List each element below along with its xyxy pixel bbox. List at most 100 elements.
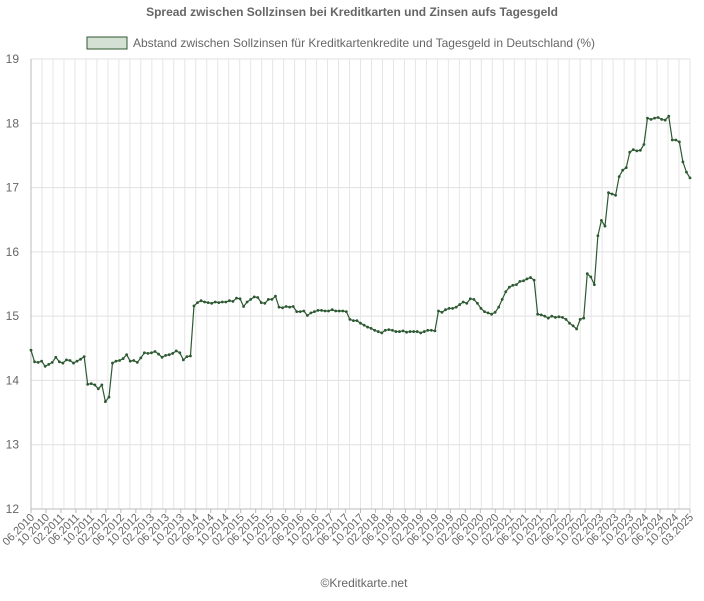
data-point[interactable] bbox=[639, 148, 642, 152]
data-point[interactable] bbox=[228, 299, 231, 303]
data-point[interactable] bbox=[529, 276, 532, 279]
data-point[interactable] bbox=[685, 170, 688, 174]
data-point[interactable] bbox=[617, 175, 621, 179]
data-point[interactable] bbox=[628, 150, 632, 154]
data-point[interactable] bbox=[192, 304, 196, 308]
data-point[interactable] bbox=[274, 294, 277, 298]
data-point[interactable] bbox=[635, 149, 639, 153]
data-point[interactable] bbox=[305, 314, 309, 317]
data-point[interactable] bbox=[422, 330, 426, 333]
data-point[interactable] bbox=[181, 358, 185, 362]
data-point[interactable] bbox=[653, 116, 656, 120]
data-point[interactable] bbox=[270, 298, 274, 301]
data-point[interactable] bbox=[57, 360, 61, 364]
data-point[interactable] bbox=[259, 301, 263, 305]
data-point[interactable] bbox=[674, 138, 678, 142]
data-point[interactable] bbox=[525, 277, 529, 281]
data-point[interactable] bbox=[348, 317, 352, 321]
data-point[interactable] bbox=[320, 308, 323, 312]
data-point[interactable] bbox=[568, 321, 571, 325]
data-point[interactable] bbox=[376, 330, 380, 333]
data-point[interactable] bbox=[291, 305, 295, 308]
data-point[interactable] bbox=[199, 299, 203, 303]
data-point[interactable] bbox=[50, 361, 54, 364]
data-point[interactable] bbox=[390, 328, 394, 332]
data-point[interactable] bbox=[298, 310, 302, 314]
data-point[interactable] bbox=[631, 148, 635, 152]
data-point[interactable] bbox=[419, 331, 423, 335]
data-point[interactable] bbox=[359, 321, 362, 325]
data-point[interactable] bbox=[121, 357, 125, 360]
data-point[interactable] bbox=[592, 283, 596, 287]
data-point[interactable] bbox=[96, 387, 100, 391]
data-point[interactable] bbox=[454, 305, 458, 309]
data-point[interactable] bbox=[256, 296, 260, 299]
data-point[interactable] bbox=[355, 319, 359, 323]
data-point[interactable] bbox=[522, 279, 525, 283]
data-point[interactable] bbox=[532, 278, 536, 282]
data-point[interactable] bbox=[235, 296, 238, 300]
data-point[interactable] bbox=[171, 352, 175, 355]
data-point[interactable] bbox=[656, 116, 660, 119]
data-point[interactable] bbox=[104, 400, 107, 404]
data-point[interactable] bbox=[245, 300, 249, 304]
data-point[interactable] bbox=[132, 359, 136, 362]
data-point[interactable] bbox=[327, 309, 331, 313]
data-point[interactable] bbox=[394, 330, 398, 333]
data-point[interactable] bbox=[405, 330, 408, 334]
data-point[interactable] bbox=[557, 315, 561, 319]
data-point[interactable] bbox=[451, 307, 455, 310]
data-point[interactable] bbox=[596, 234, 600, 238]
data-point[interactable] bbox=[472, 298, 476, 301]
data-point[interactable] bbox=[561, 316, 564, 319]
data-point[interactable] bbox=[398, 330, 401, 333]
data-point[interactable] bbox=[571, 324, 575, 328]
data-point[interactable] bbox=[589, 275, 593, 279]
data-point[interactable] bbox=[458, 303, 462, 306]
data-point[interactable] bbox=[302, 309, 306, 313]
data-point[interactable] bbox=[89, 382, 93, 386]
data-point[interactable] bbox=[352, 319, 355, 323]
data-point[interactable] bbox=[135, 361, 139, 364]
data-point[interactable] bbox=[564, 317, 568, 321]
data-point[interactable] bbox=[252, 295, 256, 299]
data-point[interactable] bbox=[224, 300, 228, 304]
data-point[interactable] bbox=[82, 355, 86, 359]
data-point[interactable] bbox=[164, 353, 168, 357]
data-point[interactable] bbox=[461, 300, 465, 304]
data-point[interactable] bbox=[309, 311, 313, 315]
data-point[interactable] bbox=[174, 349, 178, 353]
data-point[interactable] bbox=[139, 356, 143, 360]
data-point[interactable] bbox=[128, 359, 132, 363]
data-point[interactable] bbox=[642, 143, 646, 146]
data-point[interactable] bbox=[433, 329, 437, 333]
data-point[interactable] bbox=[688, 176, 692, 180]
data-point[interactable] bbox=[313, 310, 316, 314]
data-point[interactable] bbox=[125, 353, 129, 357]
data-point[interactable] bbox=[242, 305, 245, 308]
data-point[interactable] bbox=[444, 308, 447, 312]
data-point[interactable] bbox=[610, 192, 614, 196]
data-point[interactable] bbox=[585, 272, 589, 276]
data-point[interactable] bbox=[479, 307, 483, 310]
data-point[interactable] bbox=[33, 360, 36, 364]
data-point[interactable] bbox=[281, 306, 284, 310]
data-point[interactable] bbox=[646, 116, 649, 120]
data-point[interactable] bbox=[447, 307, 451, 310]
data-point[interactable] bbox=[68, 359, 72, 362]
data-point[interactable] bbox=[196, 301, 199, 305]
legend[interactable]: Abstand zwischen Sollzinsen für Kreditka… bbox=[86, 36, 595, 50]
data-point[interactable] bbox=[603, 224, 607, 228]
data-point[interactable] bbox=[511, 283, 515, 287]
data-point[interactable] bbox=[543, 314, 547, 318]
data-point[interactable] bbox=[277, 305, 281, 309]
data-point[interactable] bbox=[178, 351, 182, 355]
data-point[interactable] bbox=[677, 140, 681, 144]
data-point[interactable] bbox=[330, 308, 334, 312]
data-point[interactable] bbox=[369, 326, 373, 330]
data-point[interactable] bbox=[426, 328, 430, 332]
data-point[interactable] bbox=[72, 361, 75, 365]
data-point[interactable] bbox=[493, 310, 497, 314]
data-point[interactable] bbox=[213, 300, 217, 304]
data-point[interactable] bbox=[518, 280, 522, 283]
